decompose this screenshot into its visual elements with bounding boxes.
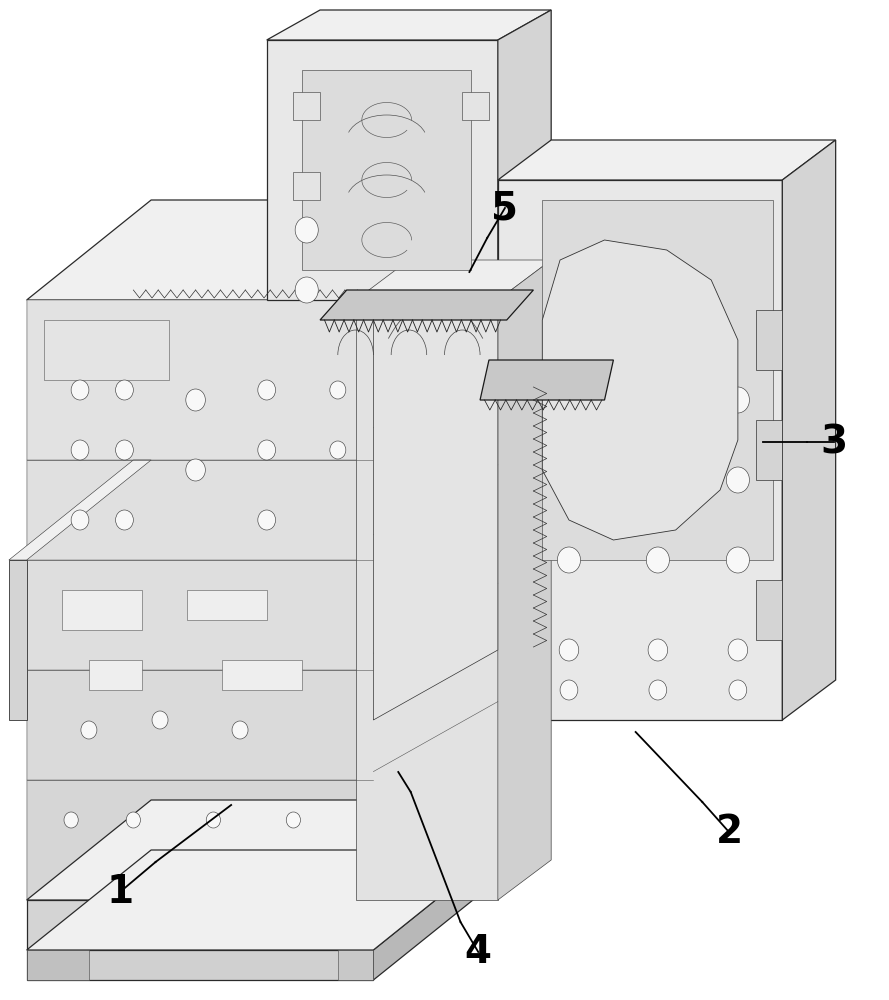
Circle shape xyxy=(71,510,89,530)
Polygon shape xyxy=(356,260,551,300)
Polygon shape xyxy=(756,310,782,370)
Circle shape xyxy=(71,380,89,400)
Text: 3: 3 xyxy=(821,423,847,461)
Circle shape xyxy=(560,680,578,700)
Text: 1: 1 xyxy=(107,873,133,911)
Polygon shape xyxy=(373,850,498,980)
Circle shape xyxy=(71,440,89,460)
Polygon shape xyxy=(27,300,373,460)
Polygon shape xyxy=(356,300,498,900)
Polygon shape xyxy=(338,950,373,980)
Polygon shape xyxy=(267,40,498,300)
Circle shape xyxy=(648,639,668,661)
Circle shape xyxy=(558,288,580,312)
Circle shape xyxy=(258,380,276,400)
Polygon shape xyxy=(373,800,498,950)
Polygon shape xyxy=(498,180,782,720)
Polygon shape xyxy=(89,660,142,690)
Circle shape xyxy=(126,812,140,828)
Polygon shape xyxy=(27,950,89,980)
Circle shape xyxy=(186,389,205,411)
Circle shape xyxy=(186,459,205,481)
Circle shape xyxy=(258,440,276,460)
Polygon shape xyxy=(27,200,498,300)
Circle shape xyxy=(81,721,97,739)
Polygon shape xyxy=(756,580,782,640)
Polygon shape xyxy=(756,420,782,480)
Circle shape xyxy=(286,812,300,828)
Polygon shape xyxy=(498,10,551,300)
Circle shape xyxy=(64,812,78,828)
Polygon shape xyxy=(9,460,151,560)
Polygon shape xyxy=(9,560,27,720)
Polygon shape xyxy=(27,780,373,900)
Circle shape xyxy=(330,441,346,459)
Circle shape xyxy=(152,711,168,729)
Circle shape xyxy=(646,467,669,493)
Circle shape xyxy=(726,547,749,573)
Text: 2: 2 xyxy=(716,813,742,851)
Polygon shape xyxy=(27,560,373,670)
Polygon shape xyxy=(62,590,142,630)
Circle shape xyxy=(646,387,669,413)
Polygon shape xyxy=(498,140,836,180)
Polygon shape xyxy=(267,10,551,40)
Polygon shape xyxy=(27,460,373,560)
Circle shape xyxy=(232,721,248,739)
Circle shape xyxy=(557,547,581,573)
Polygon shape xyxy=(498,260,551,900)
Circle shape xyxy=(557,467,581,493)
Polygon shape xyxy=(187,590,267,620)
Circle shape xyxy=(330,381,346,399)
Polygon shape xyxy=(320,290,533,320)
Circle shape xyxy=(295,277,318,303)
Polygon shape xyxy=(373,300,498,720)
Polygon shape xyxy=(373,200,498,900)
Circle shape xyxy=(295,217,318,243)
Circle shape xyxy=(258,510,276,530)
Circle shape xyxy=(729,680,747,700)
Polygon shape xyxy=(782,140,836,720)
Polygon shape xyxy=(27,300,373,900)
Polygon shape xyxy=(542,240,738,540)
Polygon shape xyxy=(222,660,302,690)
Polygon shape xyxy=(27,950,373,980)
Circle shape xyxy=(116,440,133,460)
Circle shape xyxy=(559,639,579,661)
Circle shape xyxy=(649,680,667,700)
Polygon shape xyxy=(462,92,489,120)
Polygon shape xyxy=(27,850,498,950)
Circle shape xyxy=(557,387,581,413)
Circle shape xyxy=(665,288,686,312)
Circle shape xyxy=(116,380,133,400)
Polygon shape xyxy=(293,172,320,200)
Circle shape xyxy=(726,387,749,413)
Polygon shape xyxy=(293,92,320,120)
Polygon shape xyxy=(27,800,498,900)
Circle shape xyxy=(116,510,133,530)
Polygon shape xyxy=(542,200,773,560)
Circle shape xyxy=(646,547,669,573)
Circle shape xyxy=(728,639,748,661)
Polygon shape xyxy=(27,670,373,780)
Polygon shape xyxy=(27,900,373,950)
Circle shape xyxy=(726,467,749,493)
Polygon shape xyxy=(480,360,613,400)
Circle shape xyxy=(206,812,220,828)
Polygon shape xyxy=(302,70,471,270)
Polygon shape xyxy=(44,320,169,380)
Text: 4: 4 xyxy=(465,933,492,971)
Text: 5: 5 xyxy=(492,189,518,227)
